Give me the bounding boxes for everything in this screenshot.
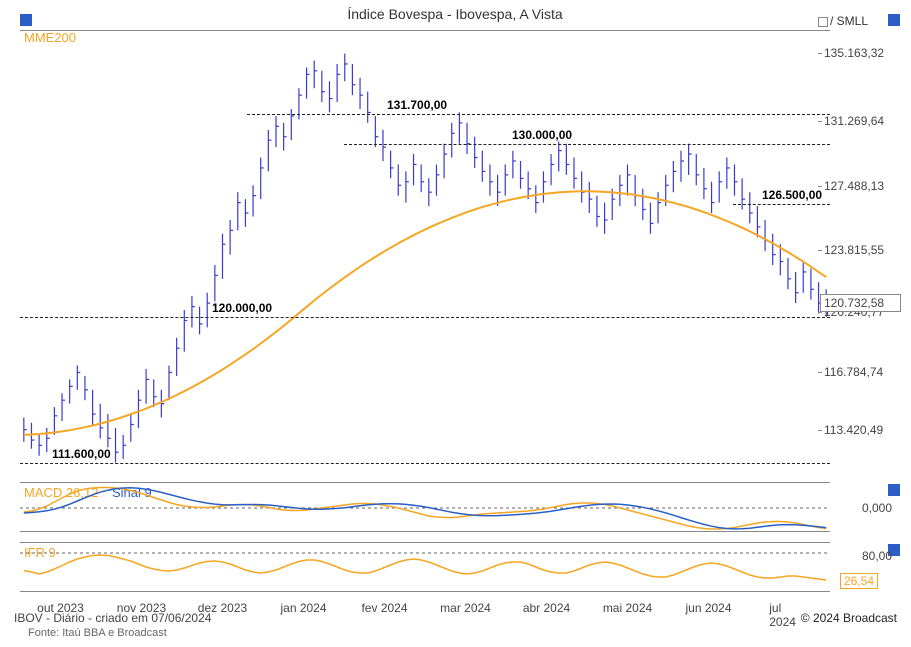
xtick: mai 2024	[603, 601, 652, 615]
ytick: 127.488,13	[824, 179, 884, 193]
xtick: jun 2024	[685, 601, 731, 615]
xtick: abr 2024	[523, 601, 570, 615]
macd-panel[interactable]: MACD 26,12 Sinal 9 0,000	[20, 482, 830, 532]
line-label: 126.500,00	[760, 188, 824, 202]
ifr-svg	[20, 543, 830, 593]
info-icon	[20, 14, 32, 26]
footer-source: Fonte: Itaú BBA e Broadcast	[28, 627, 167, 639]
expand-icon-2[interactable]	[888, 484, 900, 496]
expand-icon-1[interactable]	[888, 14, 900, 26]
line-label: 131.700,00	[385, 98, 449, 112]
price-panel[interactable]: 131.700,00 130.000,00 126.500,00 120.000,00…	[20, 30, 830, 472]
resistance-line	[733, 204, 830, 205]
resistance-line	[247, 114, 830, 115]
line-label: 130.000,00	[510, 128, 574, 142]
ifr-80-label: 80,00	[862, 549, 892, 563]
ytick: 123.815,55	[824, 243, 884, 257]
ifr-current-flag: 26,54	[840, 573, 878, 589]
ytick: 131.269,64	[824, 114, 884, 128]
resistance-line	[20, 317, 830, 318]
copyright: © 2024 Broadcast	[801, 611, 897, 625]
smll-toggle[interactable]: / SMLL	[818, 14, 868, 28]
ytick: 135.163,32	[824, 46, 884, 60]
ifr-panel[interactable]: IFR 9 80,00 26,54	[20, 542, 830, 592]
ytick: 116.784,74	[824, 365, 883, 379]
resistance-line	[344, 144, 830, 145]
macd-svg	[20, 483, 830, 533]
macd-zero-label: 0,000	[862, 501, 892, 515]
xtick: fev 2024	[361, 601, 407, 615]
price-yaxis: 135.163,32 131.269,64 127.488,13 123.815,55…	[820, 30, 900, 472]
line-label: 120.000,00	[210, 301, 274, 315]
ytick: 113.420,49	[824, 423, 883, 437]
resistance-line	[20, 463, 830, 464]
xtick: mar 2024	[440, 601, 491, 615]
line-label: 111.600,00	[50, 447, 113, 461]
xtick: jan 2024	[280, 601, 326, 615]
current-price-flag: 120.732,58	[820, 294, 901, 312]
chart-title: Índice Bovespa - Ibovespa, A Vista	[10, 6, 900, 22]
footer-info: IBOV - Diário - criado em 07/06/2024	[14, 611, 211, 625]
